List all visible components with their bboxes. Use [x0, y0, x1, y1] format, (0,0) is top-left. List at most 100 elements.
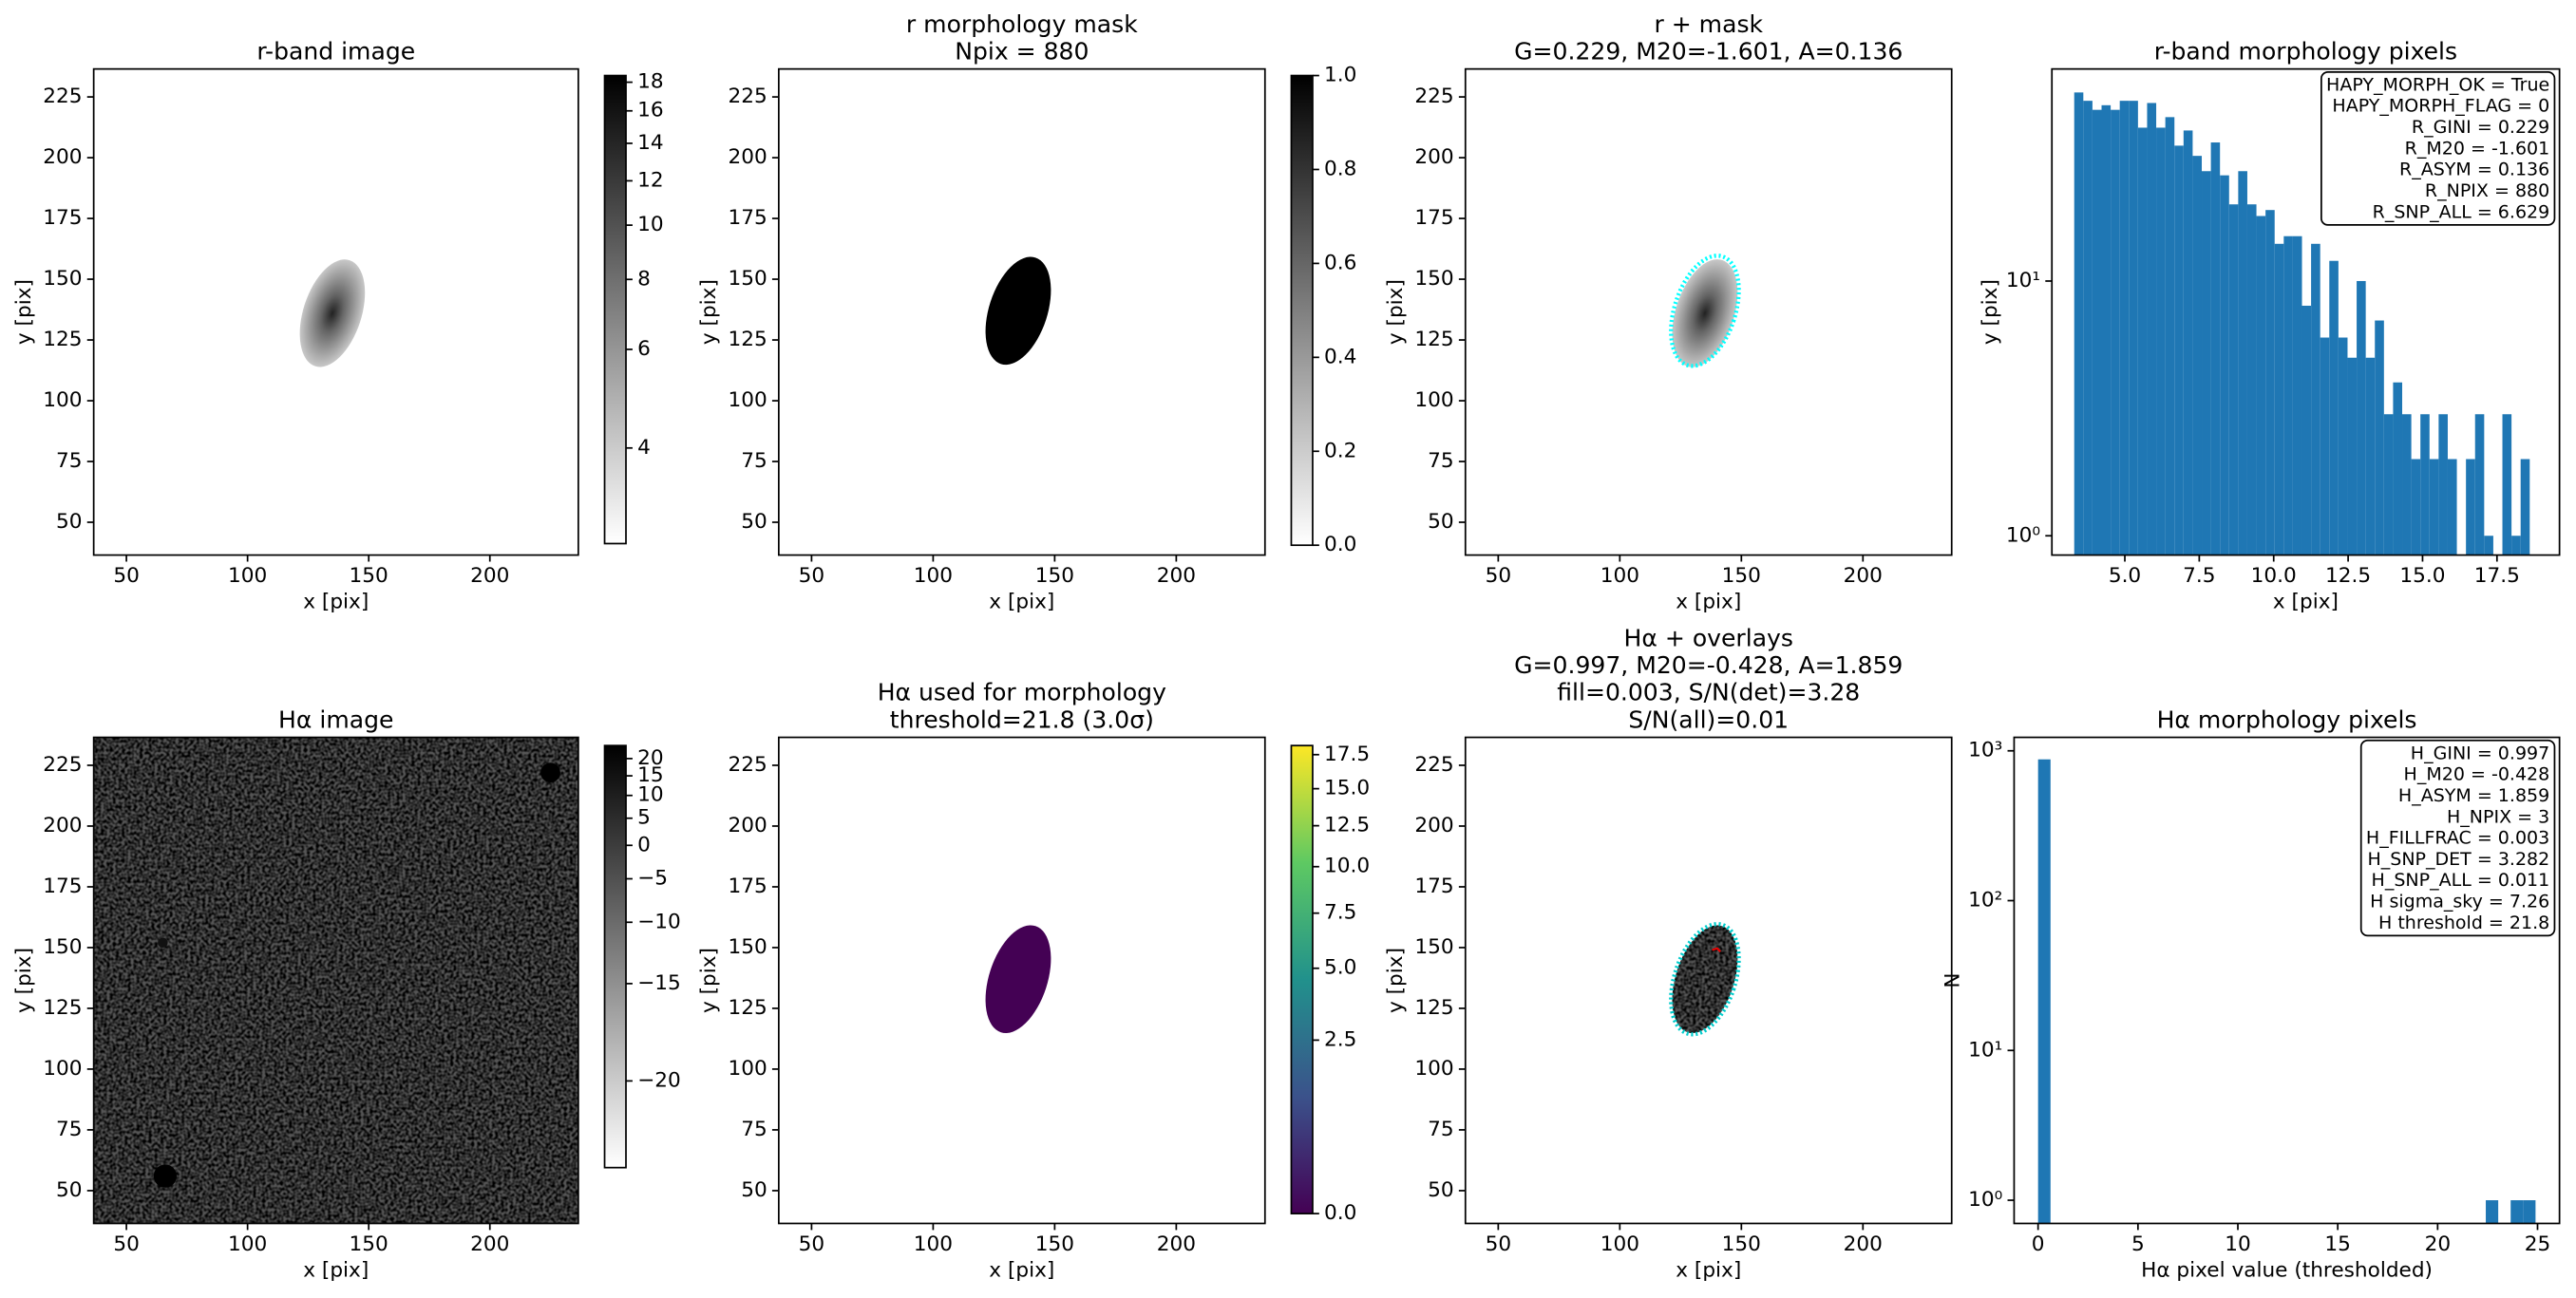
annotation-line: R_GINI = 0.229 [2412, 117, 2549, 138]
bar [2292, 235, 2302, 555]
colorbar-tick-label: 17.5 [1324, 743, 1370, 766]
y-tick-label: 150 [728, 935, 767, 959]
x-axis-label: x [pix] [303, 591, 369, 614]
bar [2147, 103, 2157, 555]
y-tick-label: 10¹ [2006, 269, 2040, 292]
bar [2283, 235, 2293, 555]
x-tick-label: 100 [914, 1232, 953, 1256]
bar [2429, 459, 2439, 555]
y-tick-label: 175 [728, 206, 767, 230]
plot-area [2074, 92, 2530, 555]
x-tick-label: 100 [914, 564, 953, 588]
x-tick-label: 150 [350, 1232, 388, 1256]
colorbar-tick-label: 12 [637, 168, 664, 192]
y-tick-label: 100 [43, 388, 82, 412]
x-tick-label: 200 [1157, 564, 1196, 588]
x-tick-label: 200 [1844, 564, 1883, 588]
y-tick-label: 175 [728, 875, 767, 898]
detection-overlay [1712, 947, 1721, 952]
colorbar-tick-label: 10.0 [1324, 855, 1370, 878]
x-tick-label: 100 [1601, 1232, 1639, 1256]
y-tick-label: 200 [43, 814, 82, 837]
x-axis-label: x [pix] [303, 1259, 369, 1283]
colorbar [1290, 744, 1314, 1214]
plot-area [299, 259, 366, 367]
bar [2510, 1200, 2524, 1224]
x-axis-label: x [pix] [1676, 1259, 1741, 1283]
annotation-line: H_NPIX = 3 [2447, 806, 2549, 827]
bar [2447, 459, 2457, 555]
y-tick-label: 150 [1414, 267, 1453, 291]
x-tick-label: 0 [2032, 1232, 2045, 1256]
colorbar-tick-label: 1.0 [1324, 64, 1356, 87]
y-tick-label: 100 [728, 388, 767, 412]
bar [2174, 145, 2184, 555]
bar [2129, 101, 2138, 555]
x-tick-label: 5 [2131, 1232, 2145, 1256]
x-tick-label: 15 [2324, 1232, 2351, 1256]
x-tick-label: 150 [1722, 1232, 1761, 1256]
y-tick-label: 100 [728, 1057, 767, 1081]
x-tick-label: 50 [1486, 564, 1512, 588]
panel-title: threshold=21.8 (3.0σ) [890, 705, 1154, 733]
panel-title: G=0.997, M20=-0.428, A=1.859 [1514, 651, 1903, 679]
x-tick-label: 10 [2225, 1232, 2251, 1256]
bar [2520, 459, 2530, 555]
bar [2484, 536, 2493, 555]
colorbar [603, 744, 627, 1169]
plot-area [1669, 254, 1741, 368]
y-tick-label: 200 [728, 814, 767, 837]
bar [2466, 459, 2475, 555]
annotation-line: R_SNP_ALL = 6.629 [2373, 201, 2550, 222]
bar [2357, 280, 2366, 555]
annotation-line: R_ASYM = 0.136 [2399, 160, 2549, 180]
y-tick-label: 50 [56, 510, 83, 534]
bar [2202, 171, 2211, 555]
x-axis-label: x [pix] [989, 1259, 1054, 1283]
bar [2165, 117, 2175, 555]
y-tick-label: 225 [43, 753, 82, 777]
bar [2320, 337, 2330, 555]
colorbar-tick-label: 16 [637, 99, 664, 122]
x-tick-label: 50 [799, 1232, 825, 1256]
y-axis-label: y [pix] [697, 948, 721, 1013]
x-tick-label: 15.0 [2399, 564, 2445, 588]
axes-frame [1464, 67, 1953, 556]
annotation-line: H_GINI = 0.997 [2411, 743, 2549, 763]
y-tick-label: 200 [1414, 145, 1453, 169]
x-tick-label: 150 [1722, 564, 1761, 588]
y-tick-label: 75 [56, 449, 83, 473]
y-axis-label: N [1941, 972, 1964, 988]
x-tick-label: 100 [228, 564, 267, 588]
y-axis-label: y [pix] [1384, 948, 1408, 1013]
x-tick-label: 25 [2525, 1232, 2551, 1256]
x-tick-label: 100 [1601, 564, 1639, 588]
x-axis-label: x [pix] [2273, 591, 2339, 614]
bar [2083, 101, 2093, 555]
x-tick-label: 150 [1035, 1232, 1074, 1256]
panel-title: Npix = 880 [955, 37, 1089, 65]
bar [2402, 414, 2412, 555]
plot-area [2037, 759, 2536, 1224]
y-tick-label: 100 [1414, 388, 1453, 412]
x-tick-label: 5.0 [2109, 564, 2141, 588]
bar [2347, 357, 2358, 555]
x-tick-label: 200 [1157, 1232, 1196, 1256]
bar [2338, 337, 2348, 555]
x-axis-label: Hα pixel value (thresholded) [2141, 1259, 2433, 1283]
source [158, 937, 168, 949]
bar [2074, 92, 2084, 555]
panel-title: Hα used for morphology [878, 679, 1166, 706]
y-axis-label: y [pix] [1384, 279, 1408, 345]
axes-frame [777, 736, 1266, 1225]
y-tick-label: 50 [741, 1178, 767, 1202]
x-axis-label: x [pix] [989, 591, 1054, 614]
colorbar [1290, 74, 1314, 547]
x-tick-label: 7.5 [2183, 564, 2215, 588]
axes-frame [1464, 736, 1953, 1225]
mask-outline [1669, 254, 1741, 368]
